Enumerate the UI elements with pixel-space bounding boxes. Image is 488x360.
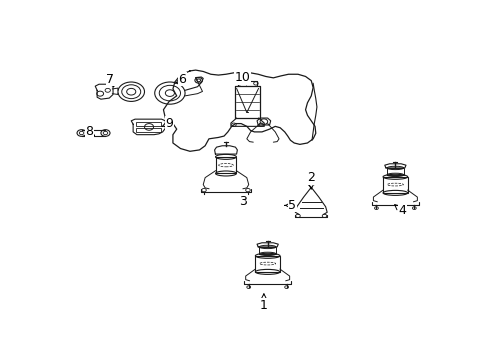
Text: 4: 4 (394, 204, 406, 217)
Text: 8: 8 (85, 125, 94, 138)
Text: 1: 1 (260, 294, 267, 312)
Text: 5: 5 (285, 199, 296, 212)
Text: 6: 6 (175, 73, 186, 86)
Bar (215, 157, 236, 174)
Text: 9: 9 (162, 117, 173, 130)
Text: 7: 7 (106, 73, 114, 87)
Bar (255, 256, 280, 272)
Bar (136, 122, 161, 126)
Text: 2: 2 (306, 171, 315, 189)
Text: 10: 10 (234, 71, 250, 85)
Bar (386, 168, 403, 175)
Bar (259, 247, 275, 254)
Bar (382, 177, 407, 193)
Text: 3: 3 (239, 195, 246, 208)
Bar (136, 128, 161, 132)
